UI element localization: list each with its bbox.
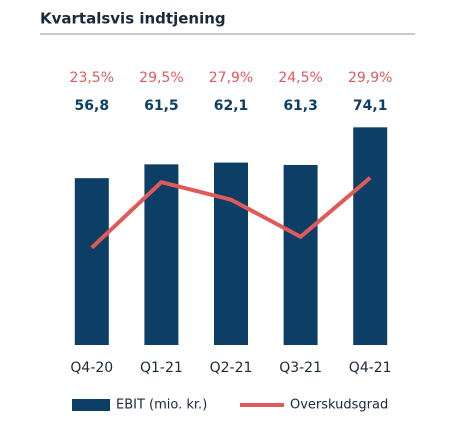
value-label: 23,5% [70,70,114,86]
line [90,176,372,250]
value-label: 61,3 [283,98,318,114]
value-label: 29,9% [348,70,392,86]
chart-title: Kvartalsvis indtjening [40,10,226,28]
x-tick-label: Q4-21 [349,360,392,376]
value-label: 61,5 [144,98,179,114]
value-label: 27,9% [209,70,253,86]
value-label: 24,5% [278,70,322,86]
value-label: 74,1 [353,98,388,114]
value-label: 29,5% [139,70,183,86]
value-label: 56,8 [75,98,110,114]
bar [283,164,318,345]
x-tick-label: Q3-21 [279,360,322,376]
bar [74,178,109,345]
legend-label: EBIT (mio. kr.) [116,398,207,413]
legend-swatch [72,399,110,411]
value-label: 62,1 [214,98,249,114]
bar [353,127,388,345]
x-tick-label: Q1-21 [140,360,183,376]
x-tick-label: Q4-20 [70,360,113,376]
legend-label: Overskudsgrad [290,398,388,413]
x-tick-label: Q2-21 [210,360,253,376]
bar [214,162,248,345]
